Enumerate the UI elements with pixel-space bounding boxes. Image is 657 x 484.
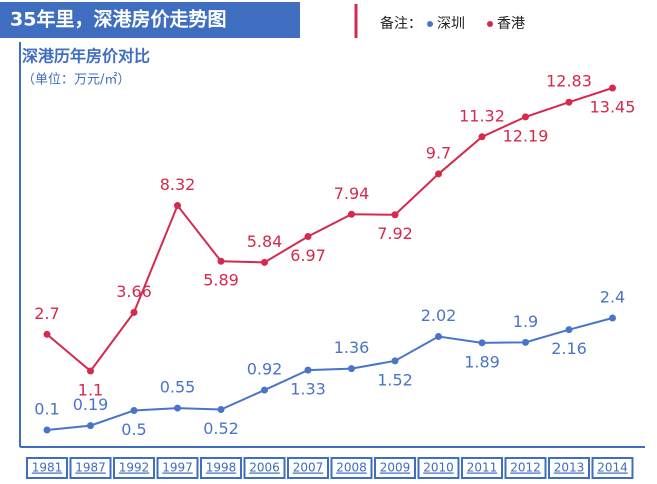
x-tick-box — [417, 457, 460, 479]
data-label: 1.89 — [464, 352, 500, 371]
data-point — [391, 211, 399, 219]
series-line — [46, 87, 613, 373]
legend-marker — [427, 21, 433, 27]
x-tick-label: 2010 — [423, 461, 454, 475]
x-tick-box — [243, 457, 286, 479]
data-point — [174, 404, 181, 412]
legend-label: 香港 — [497, 16, 525, 32]
x-tick-label: 2008 — [336, 461, 367, 475]
data-point — [304, 232, 312, 240]
subtitle: 深港历年房价对比 — [22, 47, 150, 66]
x-tick-box — [591, 457, 634, 479]
x-tick-box — [374, 457, 416, 479]
data-point — [261, 386, 268, 394]
data-label: 9.7 — [426, 143, 451, 162]
data-point — [478, 133, 486, 141]
legend-label: 深圳 — [437, 16, 465, 32]
x-tick-label: 1992 — [119, 461, 150, 475]
data-point — [87, 367, 94, 375]
legend-title: 备注： — [380, 15, 422, 32]
x-tick-label: 2006 — [249, 461, 280, 475]
x-tick-label: 2009 — [380, 461, 411, 475]
data-point — [565, 98, 573, 106]
x-tick-label: 2007 — [293, 461, 324, 475]
data-label: 1.36 — [334, 338, 370, 357]
data-point — [391, 357, 399, 365]
data-point — [87, 422, 94, 430]
x-tick-box — [200, 457, 242, 479]
x-tick-label: 1987 — [75, 461, 106, 475]
data-point — [522, 338, 529, 346]
legend-marker — [487, 21, 493, 27]
data-label: 1.33 — [290, 380, 326, 399]
title-bar — [0, 2, 300, 38]
data-point — [43, 330, 51, 338]
series-line — [46, 317, 613, 431]
data-label: 0.92 — [247, 360, 283, 379]
data-point — [130, 308, 138, 316]
data-point — [435, 333, 442, 341]
data-label: 7.94 — [334, 184, 370, 203]
data-point — [565, 326, 573, 334]
data-point — [348, 210, 355, 218]
data-label: 12.83 — [546, 72, 592, 91]
data-label: 2.7 — [34, 304, 59, 323]
x-tick-label: 2014 — [597, 461, 628, 475]
data-label: 5.89 — [203, 271, 239, 290]
data-point — [174, 202, 181, 210]
x-tick-box — [287, 457, 329, 479]
data-label: 1.52 — [377, 370, 413, 389]
data-label: 8.32 — [160, 175, 196, 194]
data-point — [609, 84, 616, 92]
data-point — [435, 170, 442, 178]
data-label: 2.4 — [600, 288, 625, 307]
x-tick-box — [113, 457, 155, 479]
data-point — [217, 406, 225, 414]
x-tick-box — [26, 457, 68, 479]
data-point — [130, 407, 138, 415]
data-point — [522, 113, 529, 121]
data-point — [43, 426, 51, 434]
data-label: 6.97 — [290, 246, 326, 265]
data-label: 0.19 — [73, 395, 109, 414]
x-tick-box — [330, 457, 373, 479]
x-tick-label: 1981 — [32, 461, 63, 475]
data-label: 12.19 — [503, 126, 549, 145]
x-tick-label: 1997 — [162, 461, 193, 475]
data-label: 2.16 — [551, 339, 587, 358]
data-label: 11.32 — [459, 106, 505, 125]
x-tick-box — [69, 457, 112, 479]
data-label: 0.1 — [34, 400, 59, 419]
x-tick-label: 2011 — [467, 461, 498, 475]
data-label: 13.45 — [590, 98, 636, 117]
data-label: 0.52 — [203, 419, 239, 438]
unit-label: （单位：万元/㎡） — [22, 73, 130, 88]
data-label: 0.5 — [121, 420, 146, 439]
x-tick-box — [548, 457, 590, 479]
data-point — [478, 339, 486, 347]
x-tick-box — [156, 457, 199, 479]
data-point — [609, 314, 616, 322]
data-label: 7.92 — [377, 224, 413, 243]
data-point — [261, 258, 268, 266]
data-label: 3.66 — [116, 282, 152, 301]
data-label: 0.55 — [160, 378, 196, 397]
data-label: 2.02 — [421, 306, 457, 325]
x-tick-label: 2013 — [554, 461, 585, 475]
x-tick-box — [461, 457, 503, 479]
data-label: 1.9 — [513, 312, 538, 331]
data-point — [217, 257, 225, 265]
data-label: 5.84 — [247, 232, 283, 251]
x-tick-box — [504, 457, 547, 479]
data-label: 1.1 — [78, 381, 103, 400]
data-point — [348, 365, 355, 373]
chart-title: 35年里，深港房价走势图 — [10, 8, 226, 31]
x-tick-label: 2012 — [510, 461, 541, 475]
data-point — [304, 366, 312, 374]
x-tick-label: 1998 — [206, 461, 237, 475]
